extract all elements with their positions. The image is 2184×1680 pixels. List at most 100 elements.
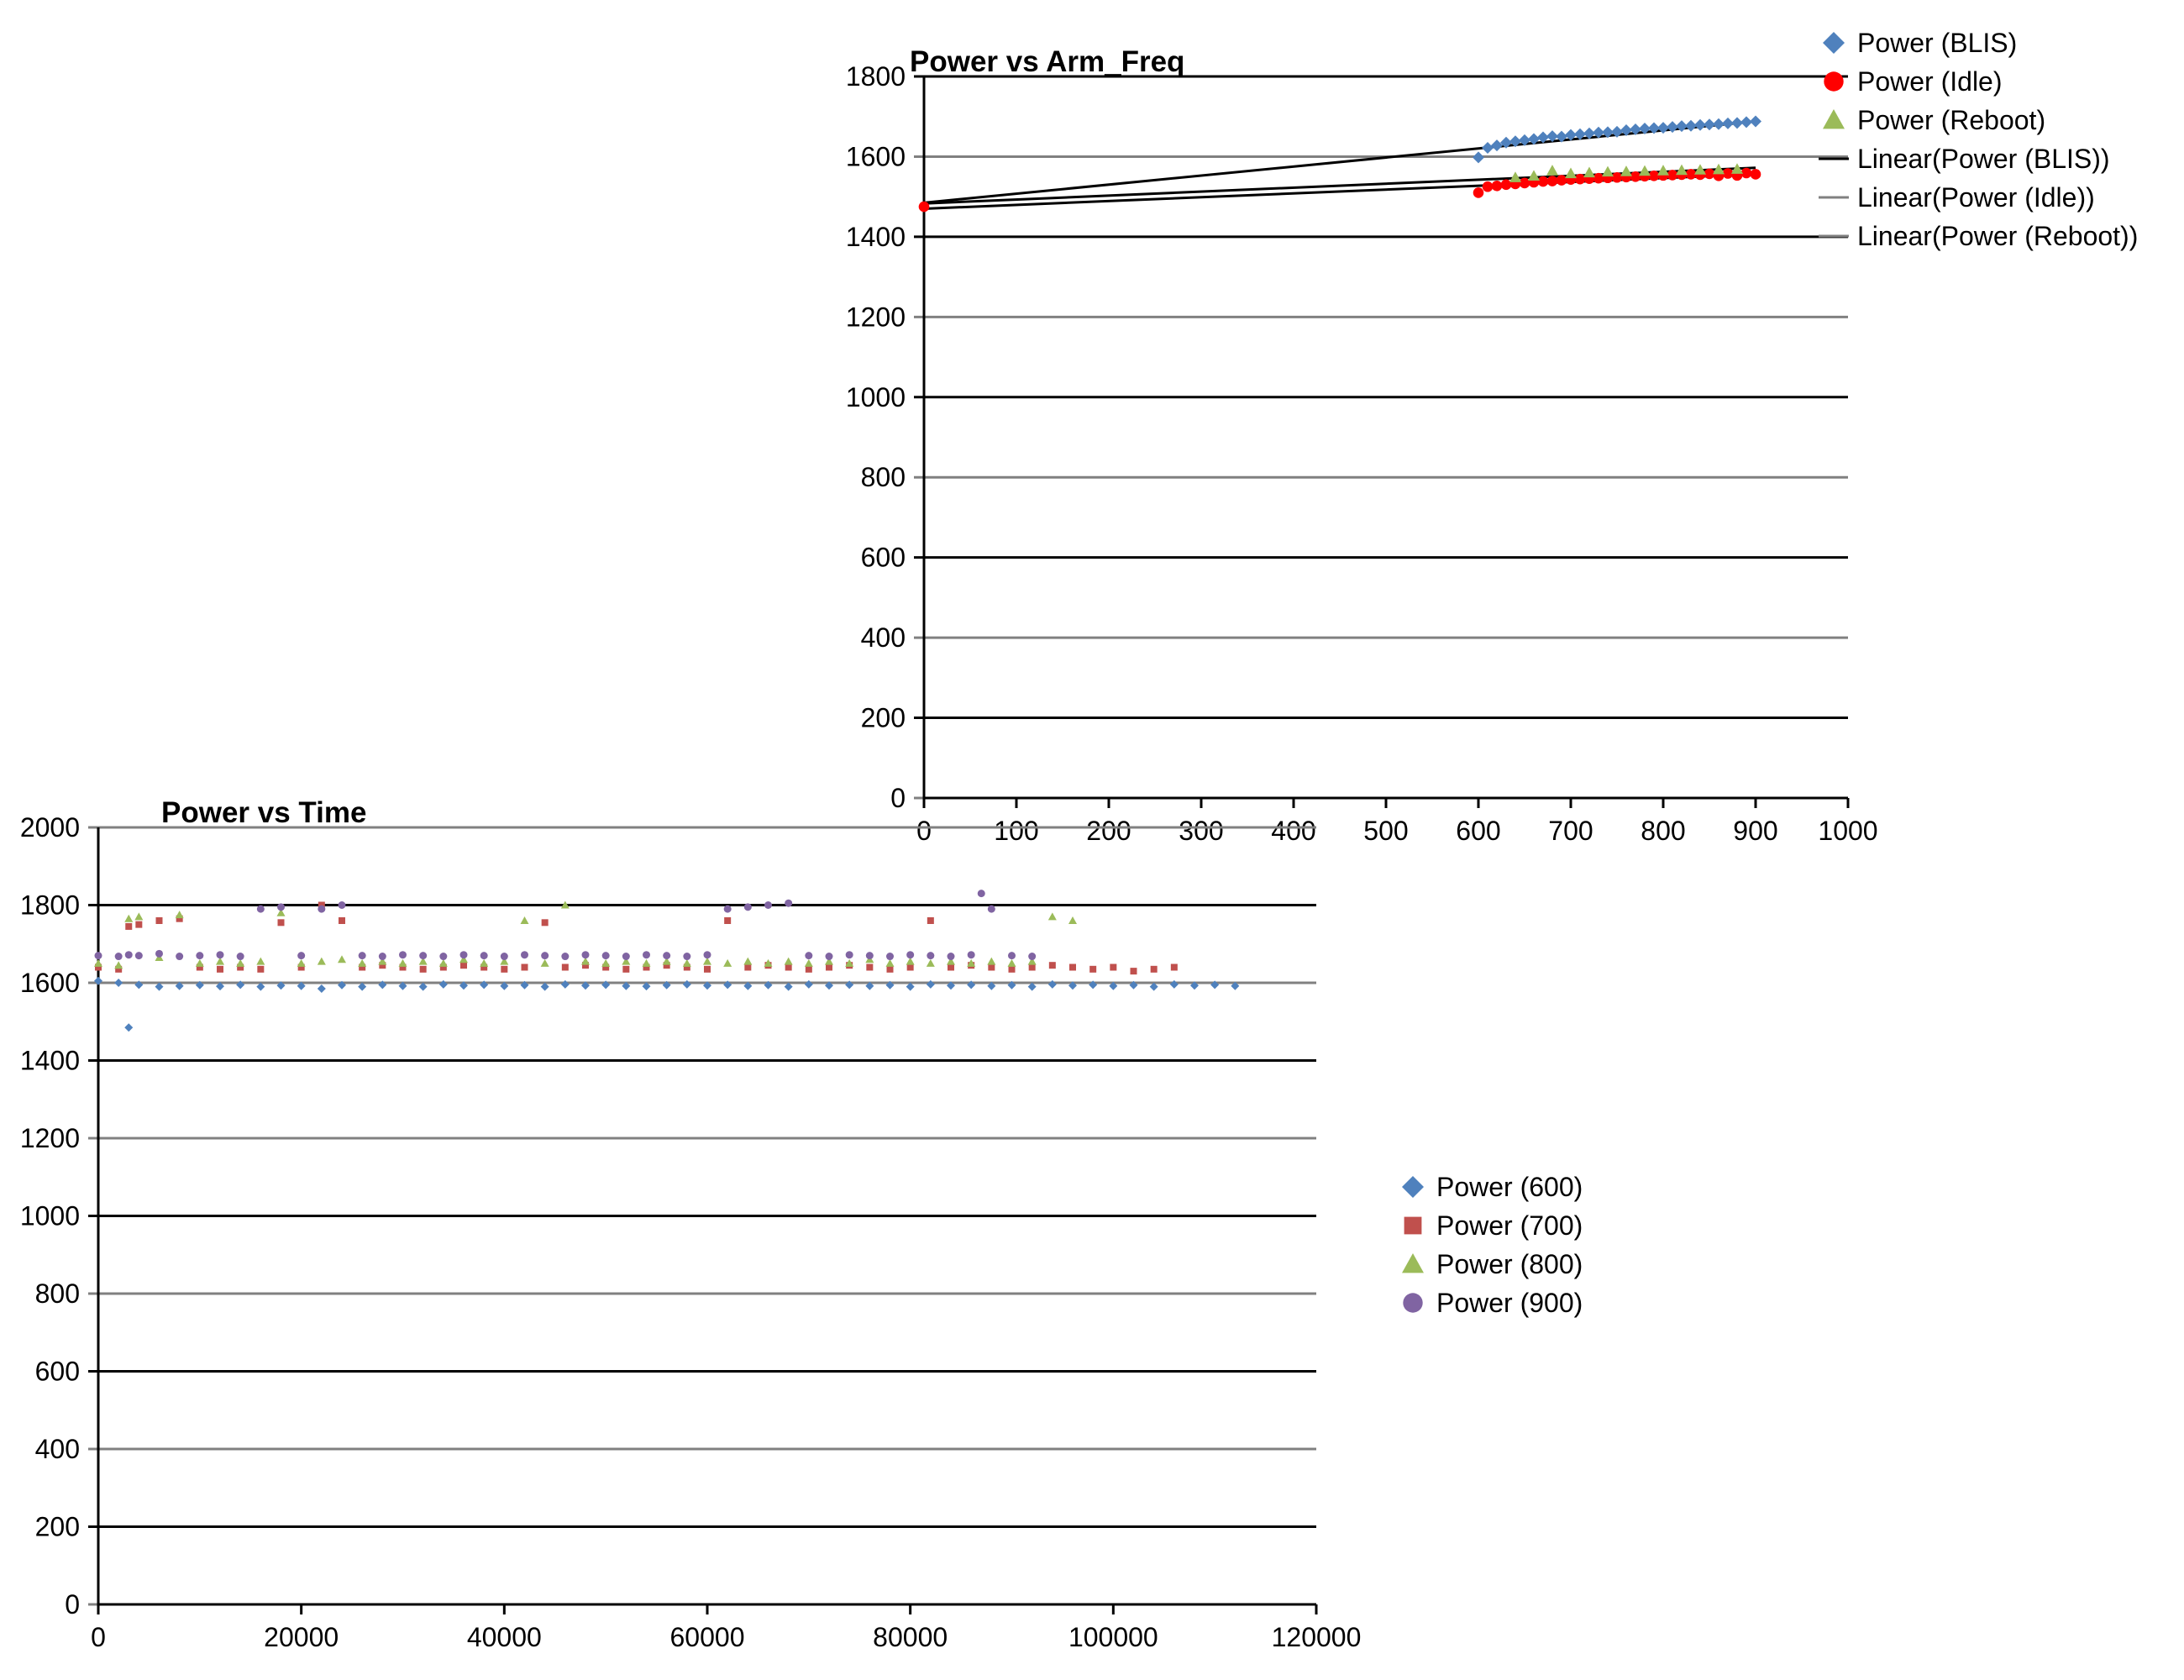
data-point — [560, 900, 570, 909]
data-point — [195, 980, 204, 990]
x-tick-label: 120000 — [1272, 1622, 1362, 1652]
data-point — [1685, 169, 1697, 180]
data-point — [1565, 129, 1577, 141]
data-point — [317, 984, 326, 993]
y-tick-label: 0 — [65, 1589, 80, 1620]
data-point — [560, 979, 570, 989]
data-point — [947, 957, 955, 965]
data-point — [115, 965, 123, 973]
data-point — [1068, 916, 1077, 924]
data-point — [1169, 979, 1179, 989]
x-tick-label: 100 — [994, 816, 1038, 846]
trendline — [923, 166, 1756, 205]
series-points — [94, 900, 1077, 969]
data-point — [1500, 136, 1512, 149]
data-point — [297, 963, 305, 971]
data-point — [1528, 133, 1540, 145]
data-point — [358, 952, 366, 960]
data-point — [1667, 170, 1678, 181]
data-point — [1537, 176, 1549, 187]
data-point — [94, 976, 102, 985]
data-point — [236, 980, 245, 990]
data-point — [885, 980, 895, 990]
y-tick-label: 600 — [35, 1357, 80, 1387]
data-point — [124, 951, 133, 959]
data-point — [1149, 982, 1158, 991]
data-point — [1694, 164, 1706, 175]
data-point — [865, 981, 874, 990]
data-point — [175, 911, 184, 919]
data-point — [134, 912, 144, 921]
y-tick-label: 0 — [890, 783, 906, 813]
data-point — [276, 981, 286, 990]
series-points — [1473, 115, 1761, 164]
data-point — [1150, 965, 1158, 973]
data-point — [785, 899, 793, 907]
data-point — [582, 962, 589, 969]
data-point — [358, 958, 367, 967]
x-tick-label: 300 — [1179, 816, 1223, 846]
x-tick-label: 800 — [1641, 816, 1685, 846]
data-point — [581, 957, 590, 965]
data-point — [277, 903, 285, 911]
legend-label: Power (Reboot) — [1857, 105, 2045, 135]
data-point — [926, 958, 935, 967]
legend-label: Power (800) — [1436, 1249, 1583, 1279]
data-point — [1750, 169, 1761, 180]
data-point — [378, 980, 387, 990]
data-point — [1574, 128, 1586, 140]
data-point — [926, 979, 935, 989]
data-point — [845, 951, 853, 959]
data-point — [520, 916, 529, 924]
data-point — [622, 981, 631, 990]
data-point — [764, 980, 773, 990]
data-point — [1519, 134, 1530, 146]
data-point — [826, 963, 832, 971]
data-point — [906, 982, 915, 991]
data-point — [378, 953, 386, 961]
y-tick-label: 1000 — [846, 382, 906, 412]
y-tick-label: 200 — [861, 703, 906, 733]
data-point — [217, 965, 223, 973]
data-point — [1027, 957, 1037, 965]
data-point — [1704, 118, 1715, 131]
data-point — [480, 980, 489, 990]
legend-marker — [1823, 32, 1845, 54]
data-point — [124, 1023, 134, 1032]
data-point — [135, 921, 143, 928]
data-point — [1528, 170, 1540, 181]
data-point — [277, 919, 285, 927]
data-point — [134, 980, 144, 990]
data-point — [1620, 165, 1632, 176]
data-point — [927, 917, 934, 924]
data-point — [947, 953, 955, 961]
data-point — [1491, 180, 1503, 192]
x-tick-label: 60000 — [670, 1622, 745, 1652]
data-point — [682, 979, 691, 989]
data-point — [1676, 120, 1688, 133]
data-point — [1611, 125, 1623, 138]
data-point — [906, 963, 914, 971]
data-point — [622, 953, 630, 961]
data-point — [1750, 115, 1761, 128]
data-point — [419, 952, 428, 960]
data-point — [318, 901, 325, 909]
data-point — [257, 965, 265, 973]
data-point — [1109, 981, 1118, 990]
data-point — [724, 917, 732, 924]
y-tick-label: 1800 — [846, 61, 906, 92]
data-point — [1639, 123, 1651, 135]
data-point — [743, 903, 752, 911]
data-point — [1068, 981, 1077, 990]
data-point — [1089, 965, 1097, 973]
x-tick-label: 900 — [1733, 816, 1777, 846]
y-tick-label: 1200 — [20, 1123, 80, 1153]
data-point — [743, 957, 753, 965]
data-point — [602, 963, 610, 971]
data-point — [784, 957, 793, 965]
data-point — [1500, 179, 1512, 191]
x-tick-label: 1000 — [1818, 816, 1877, 846]
data-point — [1129, 980, 1138, 990]
data-point — [1008, 952, 1016, 960]
legend-label: Power (Idle) — [1857, 66, 2003, 97]
